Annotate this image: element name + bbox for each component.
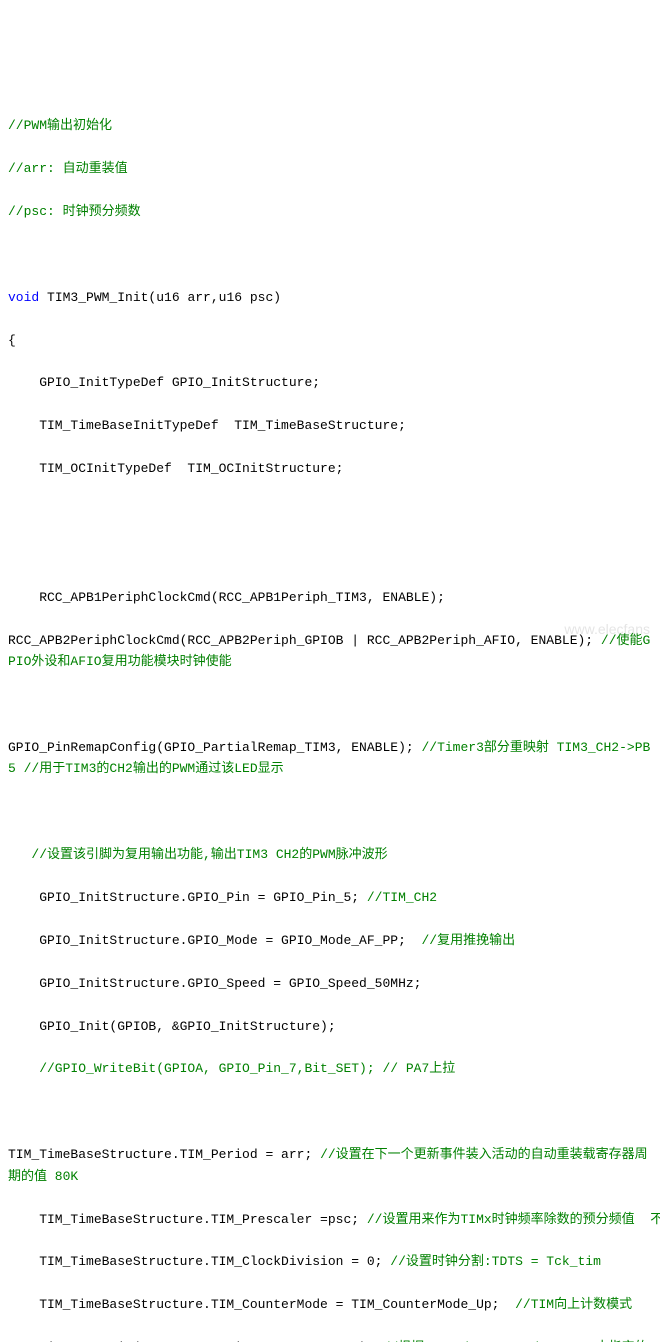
blank-line: [8, 501, 652, 522]
comment-text: //设置用来作为TIMx时钟频率除数的预分频值 不分频: [367, 1212, 660, 1227]
code-line: GPIO_InitStructure.GPIO_Pin = GPIO_Pin_5…: [8, 887, 652, 908]
code-text: GPIO_PinRemapConfig(GPIO_PartialRemap_TI…: [8, 740, 421, 755]
code-line: void TIM3_PWM_Init(u16 arr,u16 psc): [8, 287, 652, 308]
code-text: TIM_TimeBaseStructure.TIM_CounterMode = …: [8, 1297, 515, 1312]
code-line: TIM_TimeBaseStructure.TIM_CounterMode = …: [8, 1294, 652, 1315]
comment-line: //设置该引脚为复用输出功能,输出TIM3 CH2的PWM脉冲波形: [8, 844, 652, 865]
code-line: TIM_TimeBaseInit(TIM3, &TIM_TimeBaseStru…: [8, 1337, 652, 1342]
watermark-text: www.elecfans: [564, 618, 650, 641]
code-line: GPIO_InitStructure.GPIO_Mode = GPIO_Mode…: [8, 930, 652, 951]
code-line: TIM_TimeBaseStructure.TIM_Period = arr; …: [8, 1144, 652, 1187]
comment-line: //PWM输出初始化: [8, 115, 652, 136]
code-line: TIM_TimeBaseStructure.TIM_ClockDivision …: [8, 1251, 652, 1272]
code-line: GPIO_InitStructure.GPIO_Speed = GPIO_Spe…: [8, 973, 652, 994]
code-text: TIM_TimeBaseStructure.TIM_Period = arr;: [8, 1147, 320, 1162]
code-text: TIM3_PWM_Init(u16 arr,u16 psc): [39, 290, 281, 305]
number-literal: 0: [367, 1254, 375, 1269]
code-editor: //PWM输出初始化 //arr: 自动重装值 //psc: 时钟预分频数 vo…: [8, 94, 652, 1342]
code-text: RCC_APB2PeriphClockCmd(RCC_APB2Periph_GP…: [8, 633, 601, 648]
code-line: GPIO_Init(GPIOB, &GPIO_InitStructure);: [8, 1016, 652, 1037]
code-line: RCC_APB2PeriphClockCmd(RCC_APB2Periph_GP…: [8, 630, 652, 673]
comment-text: //复用推挽输出: [421, 933, 515, 948]
code-line: TIM_OCInitTypeDef TIM_OCInitStructure;: [8, 458, 652, 479]
blank-line: [8, 1101, 652, 1122]
comment-text: //TIM向上计数模式: [515, 1297, 632, 1312]
code-text: TIM_TimeBaseInit(TIM3, &TIM_TimeBaseStru…: [8, 1340, 382, 1342]
code-line: {: [8, 330, 652, 351]
blank-line: [8, 801, 652, 822]
blank-line: [8, 244, 652, 265]
code-text: GPIO_InitStructure.GPIO_Pin = GPIO_Pin_5…: [8, 890, 367, 905]
code-line: TIM_TimeBaseInitTypeDef TIM_TimeBaseStru…: [8, 415, 652, 436]
comment-line: //GPIO_WriteBit(GPIOA, GPIO_Pin_7,Bit_SE…: [8, 1058, 652, 1079]
code-line: GPIO_InitTypeDef GPIO_InitStructure;: [8, 372, 652, 393]
code-text: TIM_TimeBaseStructure.TIM_ClockDivision …: [8, 1254, 367, 1269]
code-line: TIM_TimeBaseStructure.TIM_Prescaler =psc…: [8, 1209, 652, 1230]
comment-text: //TIM_CH2: [367, 890, 437, 905]
comment-text: //设置时钟分割:TDTS = Tck_tim: [390, 1254, 601, 1269]
blank-line: [8, 694, 652, 715]
code-text: GPIO_InitStructure.GPIO_Mode = GPIO_Mode…: [8, 933, 421, 948]
blank-line: [8, 544, 652, 565]
code-text: ;: [375, 1254, 391, 1269]
code-text: TIM_TimeBaseStructure.TIM_Prescaler =psc…: [8, 1212, 367, 1227]
code-line: RCC_APB1PeriphClockCmd(RCC_APB1Periph_TI…: [8, 587, 652, 608]
comment-line: //psc: 时钟预分频数: [8, 201, 652, 222]
keyword: void: [8, 290, 39, 305]
comment-line: //arr: 自动重装值: [8, 158, 652, 179]
code-line: GPIO_PinRemapConfig(GPIO_PartialRemap_TI…: [8, 737, 652, 780]
